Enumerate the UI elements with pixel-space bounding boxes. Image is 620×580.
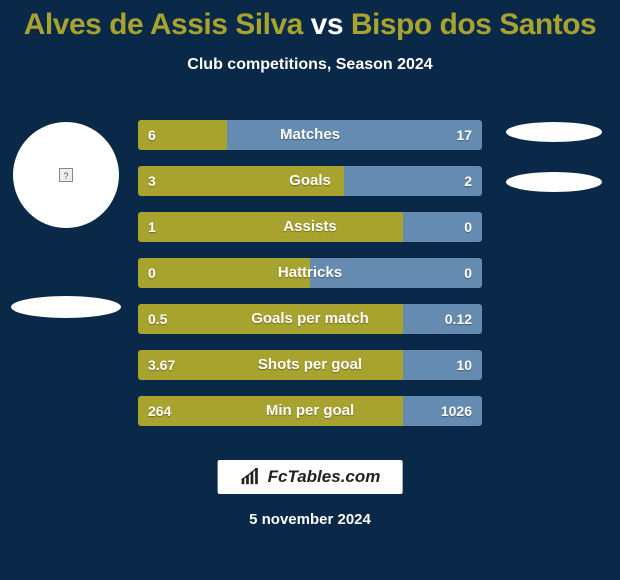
stat-row: 32Goals [138,166,482,196]
brand-text: FcTables.com [268,467,381,487]
stat-bar-left [138,350,403,380]
stat-row: 0.50.12Goals per match [138,304,482,334]
stat-bar-left [138,304,403,334]
title-player1: Alves de Assis Silva [24,8,303,41]
comparison-title: Alves de Assis Silva vs Bispo dos Santos [0,0,620,42]
stat-bar-right [227,120,482,150]
player-left: ? [6,122,126,318]
stat-row: 10Assists [138,212,482,242]
stat-bar-left [138,258,310,288]
player-left-avatar: ? [13,122,119,228]
date-text: 5 november 2024 [0,511,620,528]
player-right-ellipse-1 [506,122,602,142]
player-right [494,122,614,222]
stat-bar-right [344,166,482,196]
stat-row: 3.6710Shots per goal [138,350,482,380]
stat-bar-left [138,120,227,150]
brand-badge: FcTables.com [218,460,403,494]
subtitle: Club competitions, Season 2024 [0,56,620,74]
stat-bar-right [403,396,482,426]
title-player2: Bispo dos Santos [351,8,596,41]
stat-bar-right [403,304,482,334]
player-left-shadow [11,296,121,318]
player-right-ellipse-2 [506,172,602,192]
stat-row: 00Hattricks [138,258,482,288]
stat-bar-left [138,166,344,196]
stat-bar-left [138,212,403,242]
title-vs: vs [303,8,351,41]
stat-row: 2641026Min per goal [138,396,482,426]
chart-icon [240,468,262,486]
broken-image-icon: ? [59,168,73,182]
stat-bar-left [138,396,403,426]
stat-row: 617Matches [138,120,482,150]
stat-bar-right [403,212,482,242]
stat-bar-right [403,350,482,380]
stats-bars: 617Matches 32Goals 10Assists 00Hattricks 0.5… [138,120,482,442]
stat-bar-right [310,258,482,288]
